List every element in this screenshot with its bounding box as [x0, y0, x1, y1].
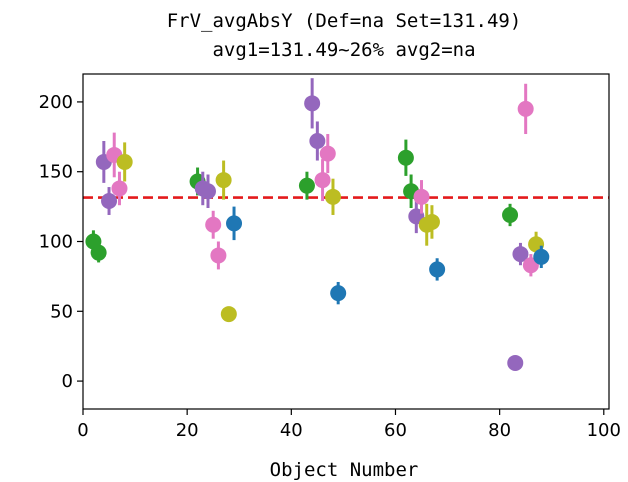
data-point — [101, 193, 118, 210]
x-tick-label: 60 — [384, 420, 407, 441]
x-tick-label: 100 — [587, 420, 621, 441]
data-point — [220, 306, 237, 323]
data-point — [226, 215, 243, 232]
plot-area: 0 20 40 60 80 100 0 50 100 150 200 — [39, 73, 621, 441]
data-point — [90, 244, 107, 261]
y-tick-label: 50 — [50, 301, 73, 322]
data-point — [517, 100, 534, 117]
data-point — [423, 213, 440, 230]
data-point — [215, 172, 232, 189]
data-point — [507, 354, 524, 371]
data-point — [111, 180, 128, 197]
data-point — [324, 188, 341, 205]
x-tick-label: 80 — [488, 420, 511, 441]
y-tick-label: 150 — [39, 162, 73, 183]
y-tick-label: 100 — [39, 232, 73, 253]
chart-title-line-2: avg1=131.49~26% avg2=na — [212, 39, 475, 61]
y-tick-label: 200 — [39, 92, 73, 113]
data-point — [314, 172, 331, 189]
data-point — [533, 248, 550, 265]
data-point — [512, 246, 529, 263]
x-axis-label: Object Number — [270, 459, 419, 481]
y-tick-label: 0 — [62, 371, 73, 392]
data-point — [309, 133, 326, 149]
data-point — [205, 216, 222, 233]
x-tick-label: 40 — [280, 420, 303, 441]
data-point — [199, 183, 216, 200]
x-tick-label: 20 — [176, 420, 199, 441]
data-point — [210, 247, 227, 264]
data-point — [319, 145, 336, 162]
chart-title-line-1: FrV_avgAbsY (Def=na Set=131.49) — [167, 10, 522, 32]
data-point — [116, 153, 133, 170]
data-point — [298, 177, 315, 194]
data-point — [304, 95, 321, 112]
x-tick-label: 0 — [77, 420, 88, 441]
data-point — [413, 188, 430, 205]
data-point — [330, 285, 347, 302]
data-point — [502, 206, 519, 223]
data-point — [429, 261, 446, 278]
data-point — [397, 149, 414, 166]
